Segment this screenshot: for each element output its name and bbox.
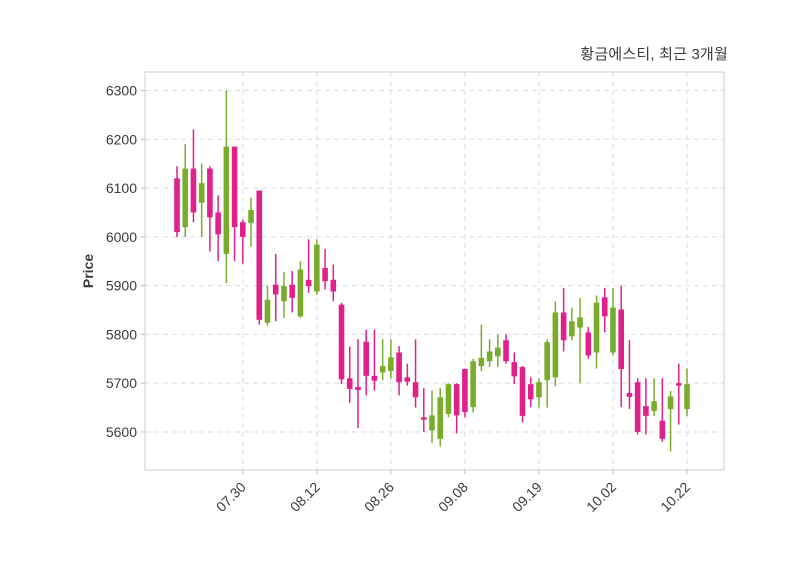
candle-body bbox=[330, 279, 337, 292]
candle-body bbox=[684, 384, 690, 410]
candle-body bbox=[503, 340, 509, 362]
x-tick-label: 09.19 bbox=[509, 479, 545, 515]
candle-body bbox=[536, 382, 542, 398]
candle-body bbox=[585, 332, 592, 356]
candle-body bbox=[297, 269, 304, 317]
candle-body bbox=[560, 312, 567, 341]
candle-body bbox=[462, 369, 468, 412]
candle-body bbox=[314, 244, 320, 292]
candle-body bbox=[215, 212, 221, 235]
candle-body bbox=[552, 312, 559, 378]
x-tick-label: 08.12 bbox=[287, 479, 323, 515]
y-tick-label: 6100 bbox=[106, 180, 137, 196]
candle-body bbox=[281, 286, 287, 302]
candle-body bbox=[675, 383, 682, 386]
candle-body bbox=[363, 341, 369, 376]
x-tick-label: 08.26 bbox=[361, 479, 397, 515]
candle-body bbox=[174, 178, 180, 232]
candle-body bbox=[453, 384, 460, 416]
candle-body bbox=[256, 190, 263, 320]
candle-body bbox=[289, 284, 295, 298]
x-tick-label: 10.02 bbox=[583, 479, 619, 515]
candle-body bbox=[264, 299, 271, 323]
candle-body bbox=[404, 377, 411, 382]
candle-body bbox=[388, 357, 394, 371]
candle-body bbox=[305, 279, 312, 287]
candle-body bbox=[429, 415, 435, 431]
candle-body bbox=[659, 420, 666, 439]
candle-body bbox=[643, 406, 649, 416]
candle-body bbox=[223, 146, 230, 254]
candle-body bbox=[544, 342, 550, 381]
candle-body bbox=[577, 317, 583, 328]
candle-body bbox=[240, 222, 246, 237]
y-tick-label: 5600 bbox=[106, 424, 137, 440]
candle-body bbox=[437, 397, 444, 439]
candle-body bbox=[445, 384, 452, 414]
candle-body bbox=[379, 366, 386, 373]
candle-body bbox=[198, 183, 205, 203]
candle-body bbox=[667, 396, 674, 410]
x-tick-label: 07.30 bbox=[213, 479, 249, 515]
candle-body bbox=[593, 302, 600, 353]
candle-body bbox=[634, 382, 641, 432]
candle-body bbox=[511, 362, 518, 377]
candle-body bbox=[486, 351, 493, 362]
y-tick-label: 5800 bbox=[106, 326, 137, 342]
candle-body bbox=[272, 284, 279, 295]
candle-body bbox=[346, 378, 353, 390]
x-tick-label: 10.22 bbox=[657, 479, 693, 515]
y-tick-label: 5900 bbox=[106, 278, 137, 294]
candle-body bbox=[519, 367, 526, 416]
chart-title: 황금에스티, 최근 3개월 bbox=[580, 46, 728, 63]
candle-body bbox=[420, 417, 427, 420]
candle-body bbox=[371, 375, 378, 381]
candle-body bbox=[618, 309, 625, 370]
candle-body bbox=[190, 168, 197, 213]
candle-body bbox=[601, 297, 608, 317]
y-axis-title: Price bbox=[80, 253, 96, 289]
candle-body bbox=[355, 387, 361, 391]
candle-body bbox=[610, 307, 616, 353]
candle-body bbox=[626, 392, 633, 397]
y-tick-label: 6200 bbox=[106, 131, 137, 147]
candle-body bbox=[338, 304, 345, 380]
candle-body bbox=[478, 357, 485, 367]
y-tick-label: 6000 bbox=[106, 229, 137, 245]
candle-body bbox=[527, 384, 534, 400]
candle-body bbox=[182, 168, 189, 228]
candle-body bbox=[231, 146, 238, 228]
candle-body bbox=[569, 321, 575, 337]
x-tick-label: 09.08 bbox=[435, 479, 471, 515]
candle-body bbox=[412, 382, 419, 398]
candle-body bbox=[248, 210, 254, 224]
candle-body bbox=[495, 347, 501, 357]
candle-body bbox=[396, 352, 402, 383]
y-tick-label: 5700 bbox=[106, 375, 137, 391]
candle-body bbox=[322, 268, 328, 282]
y-tick-label: 6300 bbox=[106, 83, 137, 99]
candle-body bbox=[470, 361, 476, 408]
candle-body bbox=[207, 168, 213, 218]
plot-border bbox=[144, 71, 725, 471]
candle-body bbox=[651, 401, 657, 411]
